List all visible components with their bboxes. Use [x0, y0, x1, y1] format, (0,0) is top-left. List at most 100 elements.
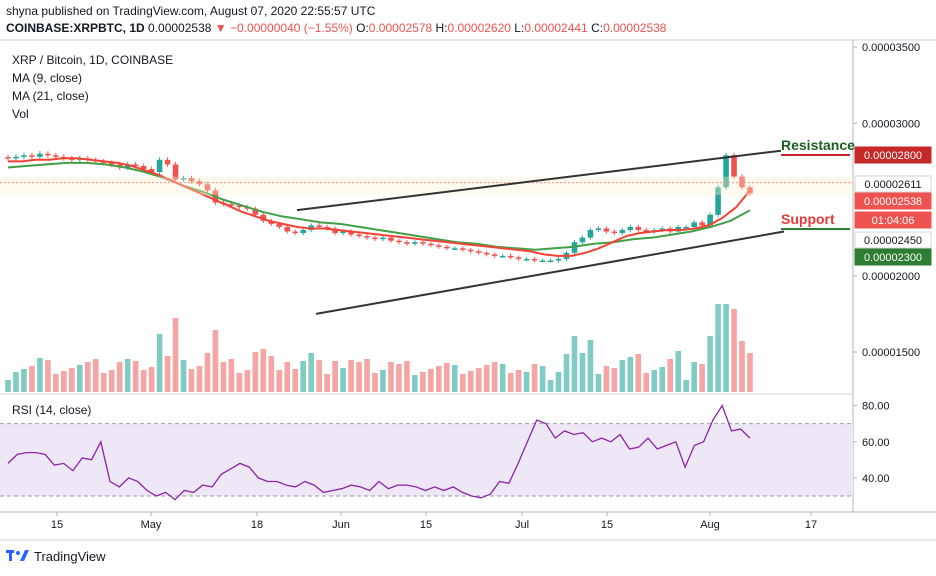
candle-body [260, 214, 267, 221]
volume-bar [396, 364, 402, 392]
candle-body [356, 234, 362, 237]
candle-body [475, 251, 482, 253]
candle-body [188, 178, 195, 182]
volume-bar [699, 364, 705, 392]
candle-body [547, 260, 554, 262]
candle-body [731, 155, 737, 177]
candle-body [699, 222, 705, 226]
rsi-tick-label: 60.00 [862, 437, 890, 449]
price-tag-label: 0.00002300 [864, 252, 922, 264]
volume-bar [595, 374, 602, 392]
volume-bar [61, 371, 67, 392]
candle-body [340, 231, 346, 234]
volume-bar [156, 334, 163, 392]
candle-body [45, 153, 51, 156]
candle-body [515, 257, 522, 259]
candle-body [316, 225, 322, 227]
volume-bar [220, 362, 227, 392]
volume-bar [603, 366, 610, 392]
volume-bar [563, 354, 570, 392]
candle-body [459, 248, 466, 250]
volume-bar [212, 330, 219, 392]
candle-body [707, 214, 713, 226]
volume-bar [635, 354, 642, 392]
high-value: 0.00002620 [447, 21, 511, 35]
volume-bar [204, 353, 211, 392]
candle-body [300, 230, 306, 234]
tradingview-wordmark: TradingView [34, 548, 106, 564]
date-tick-label: May [141, 519, 162, 531]
date-tick-label: 15 [601, 519, 613, 531]
price-range-shade [0, 176, 853, 195]
volume-bar [531, 364, 538, 392]
candle-body [595, 228, 602, 230]
legend-ma9[interactable]: MA (9, close) [12, 71, 83, 85]
volume-bar [260, 349, 267, 392]
moving-averages [0, 157, 853, 257]
volume-bar [308, 353, 314, 392]
candle-body [332, 228, 338, 234]
rsi-tick-label: 80.00 [862, 401, 890, 413]
candle-body [523, 258, 530, 261]
volume-bar [707, 336, 713, 392]
volume-bar [372, 373, 378, 392]
volume-bar [731, 309, 737, 392]
volume-bar [5, 380, 11, 392]
volume-bar [523, 372, 530, 392]
candle-body [507, 255, 514, 258]
volume-bar [643, 373, 650, 392]
volume-bar [172, 318, 179, 392]
price-tag [854, 231, 932, 249]
volume-bar [507, 373, 514, 392]
volume-bar [276, 370, 283, 392]
candle-body [268, 220, 275, 224]
candle-body [53, 155, 59, 157]
volume-bar [300, 361, 306, 392]
volume-bar [236, 373, 243, 392]
volume-bar [467, 371, 474, 392]
date-tick-label: 18 [251, 519, 263, 531]
price-tag-label: 0.00002611 [864, 179, 921, 191]
candle-body [619, 230, 626, 234]
candle-body [364, 236, 370, 238]
candle-body [739, 176, 745, 188]
volume-bar [691, 362, 697, 392]
candle-body [108, 162, 115, 165]
low-value: 0.00002441 [524, 21, 588, 35]
volume-bar [244, 370, 251, 392]
price-tick-label: 0.00001500 [862, 347, 920, 359]
price-tick-label: 0.00003000 [862, 118, 920, 130]
candle-body [643, 230, 650, 232]
volume-bar [340, 368, 346, 392]
legend-ma21[interactable]: MA (21, close) [12, 89, 89, 103]
candle-body [380, 237, 386, 240]
candle-body [196, 181, 203, 185]
candle-body [348, 231, 354, 235]
volume-bar [84, 362, 91, 392]
volume-bar [188, 369, 195, 392]
down-arrow-icon: ▼ [214, 21, 227, 35]
open-label: O: [356, 21, 369, 35]
date-tick-label: Aug [700, 519, 720, 531]
candle-body [172, 164, 179, 180]
volume-bar [140, 370, 147, 392]
price-tag-label: 0.00002450 [864, 235, 922, 247]
volume-bar [436, 366, 442, 392]
tradingview-logo[interactable]: TradingView [6, 548, 106, 564]
volume-bar [228, 359, 235, 392]
low-label: L: [514, 21, 525, 35]
volume-bar [180, 360, 187, 392]
legend-vol[interactable]: Vol [12, 107, 29, 121]
price-tag-label: 0.00002538 [864, 196, 922, 208]
resistance-label: Resistance [781, 137, 855, 153]
legend-rsi[interactable]: RSI (14, close) [12, 403, 92, 417]
candle-body [659, 228, 666, 230]
candle-body [21, 155, 27, 157]
volume-bar [77, 365, 83, 392]
candle-body [467, 249, 474, 252]
volume-bar [675, 351, 681, 392]
volume-bar [100, 373, 107, 392]
candle-body [691, 222, 697, 227]
volume-bar [547, 380, 554, 392]
